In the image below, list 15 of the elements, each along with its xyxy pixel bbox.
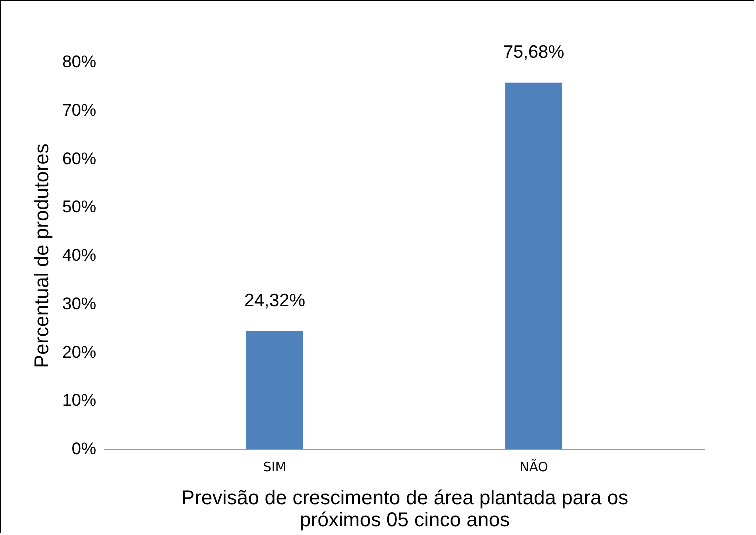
x-tick-label: SIM — [263, 460, 287, 476]
y-tick-label: 40% — [62, 246, 96, 265]
x-axis-title: Previsão de crescimento de área plantada para os próximos 05 cinco anos — [182, 488, 628, 532]
y-tick-label: 80% — [62, 52, 96, 72]
y-tick-label: 0% — [72, 440, 96, 458]
y-tick-label: 10% — [62, 391, 96, 410]
y-tick-label: 50% — [62, 198, 96, 217]
data-label: 24,32% — [244, 290, 306, 310]
y-tick-label: 60% — [62, 149, 96, 168]
y-tick-label: 20% — [62, 342, 96, 362]
x-tick-label: NÃO — [520, 460, 548, 476]
data-label: 75,68% — [503, 42, 565, 62]
y-tick-label: 30% — [62, 294, 96, 314]
y-tick-label: 70% — [62, 100, 96, 120]
y-axis-title: Percentual de produtores — [31, 144, 54, 368]
